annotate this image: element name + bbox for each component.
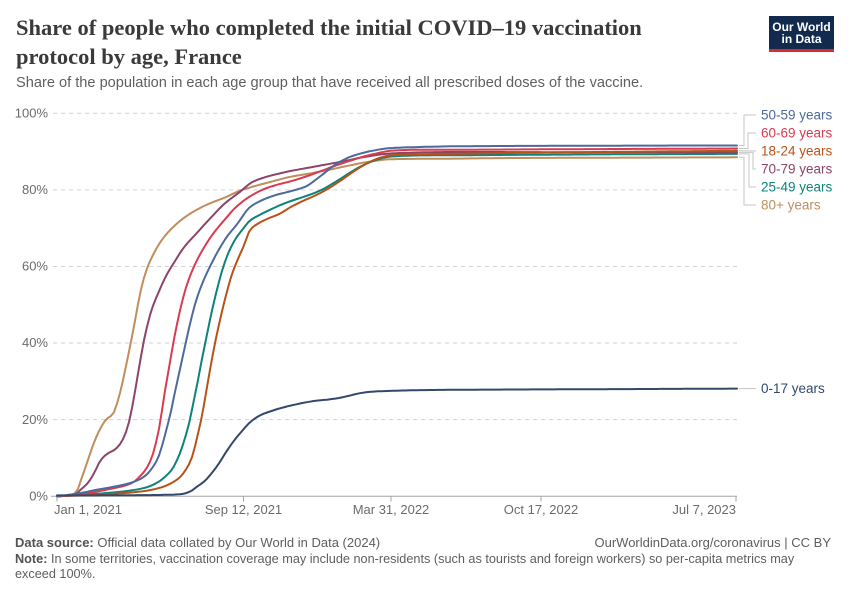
svg-text:0%: 0% <box>29 488 48 503</box>
svg-text:Jan 1, 2021: Jan 1, 2021 <box>54 502 122 517</box>
svg-text:80+ years: 80+ years <box>761 198 821 213</box>
svg-text:60-69 years: 60-69 years <box>761 126 833 141</box>
svg-text:Sep 12, 2021: Sep 12, 2021 <box>205 502 282 517</box>
svg-text:70-79 years: 70-79 years <box>761 162 833 177</box>
svg-text:18-24 years: 18-24 years <box>761 144 833 159</box>
svg-text:0-17 years: 0-17 years <box>761 381 825 396</box>
svg-text:Oct 17, 2022: Oct 17, 2022 <box>504 502 578 517</box>
svg-text:Mar 31, 2022: Mar 31, 2022 <box>353 502 430 517</box>
svg-text:50-59 years: 50-59 years <box>761 108 833 123</box>
svg-text:100%: 100% <box>15 106 49 121</box>
svg-text:Jul 7, 2023: Jul 7, 2023 <box>672 502 736 517</box>
svg-text:60%: 60% <box>22 259 48 274</box>
svg-text:20%: 20% <box>22 412 48 427</box>
svg-text:25-49 years: 25-49 years <box>761 180 833 195</box>
svg-text:80%: 80% <box>22 182 48 197</box>
svg-text:40%: 40% <box>22 335 48 350</box>
